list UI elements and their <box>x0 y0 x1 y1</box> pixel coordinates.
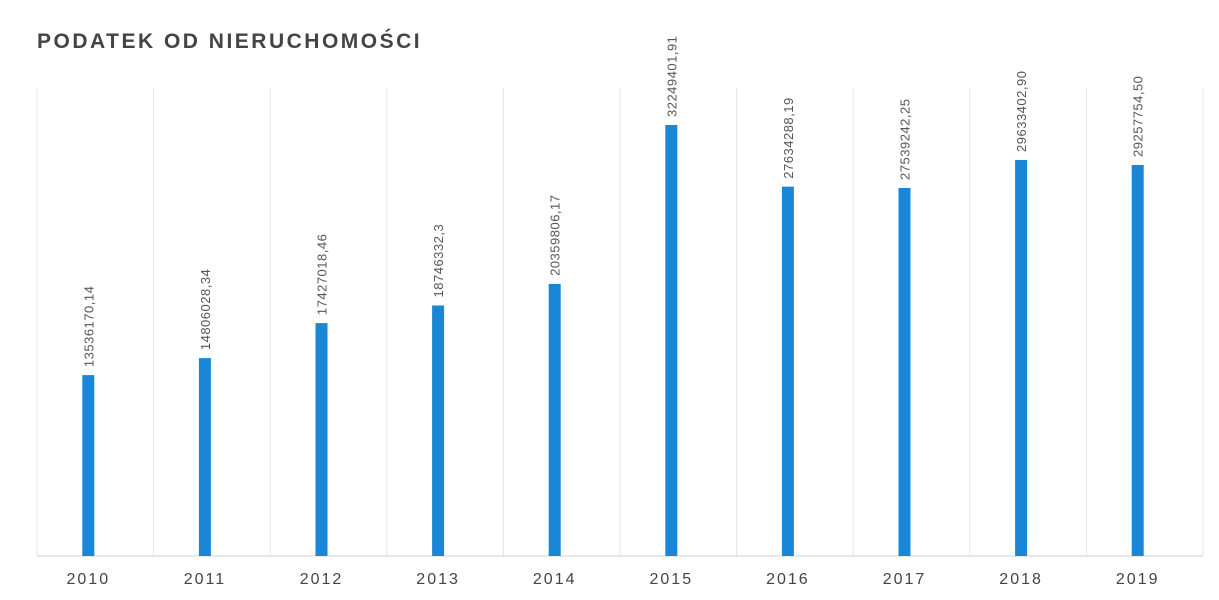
x-tick-label: 2013 <box>416 571 460 588</box>
x-tick-label: 2010 <box>67 571 111 588</box>
bar <box>665 125 678 556</box>
data-label: 29633402,90 <box>1014 71 1029 152</box>
data-label: 17427018,46 <box>315 234 330 315</box>
chart-title: PODATEK OD NIERUCHOMOŚCI <box>37 29 422 53</box>
bar <box>315 323 328 556</box>
x-tick-label: 2019 <box>1116 571 1160 588</box>
x-tick-label: 2018 <box>999 571 1043 588</box>
x-tick-label: 2012 <box>300 571 344 588</box>
bar <box>1015 159 1028 557</box>
x-tick-label: 2015 <box>650 571 694 588</box>
x-tick-label: 2017 <box>883 571 927 588</box>
data-label: 14806028,34 <box>198 269 213 350</box>
bar <box>898 187 911 556</box>
data-label: 18746332,3 <box>431 224 446 298</box>
data-label: 27539242,25 <box>898 99 913 180</box>
bar <box>198 358 211 556</box>
bar <box>781 186 794 557</box>
bar <box>82 375 95 556</box>
x-tick-label: 2016 <box>766 571 810 588</box>
bar <box>1131 164 1144 557</box>
bar <box>548 283 561 556</box>
data-label: 27634288,19 <box>781 97 796 178</box>
x-tick-label: 2014 <box>533 571 577 588</box>
bar <box>432 305 445 556</box>
data-label: 20359806,17 <box>548 194 563 275</box>
data-label: 13536170,14 <box>81 286 96 367</box>
x-tick-label: 2011 <box>184 571 226 588</box>
data-label: 29257754,50 <box>1131 76 1146 157</box>
data-label: 32249401,91 <box>664 36 679 117</box>
